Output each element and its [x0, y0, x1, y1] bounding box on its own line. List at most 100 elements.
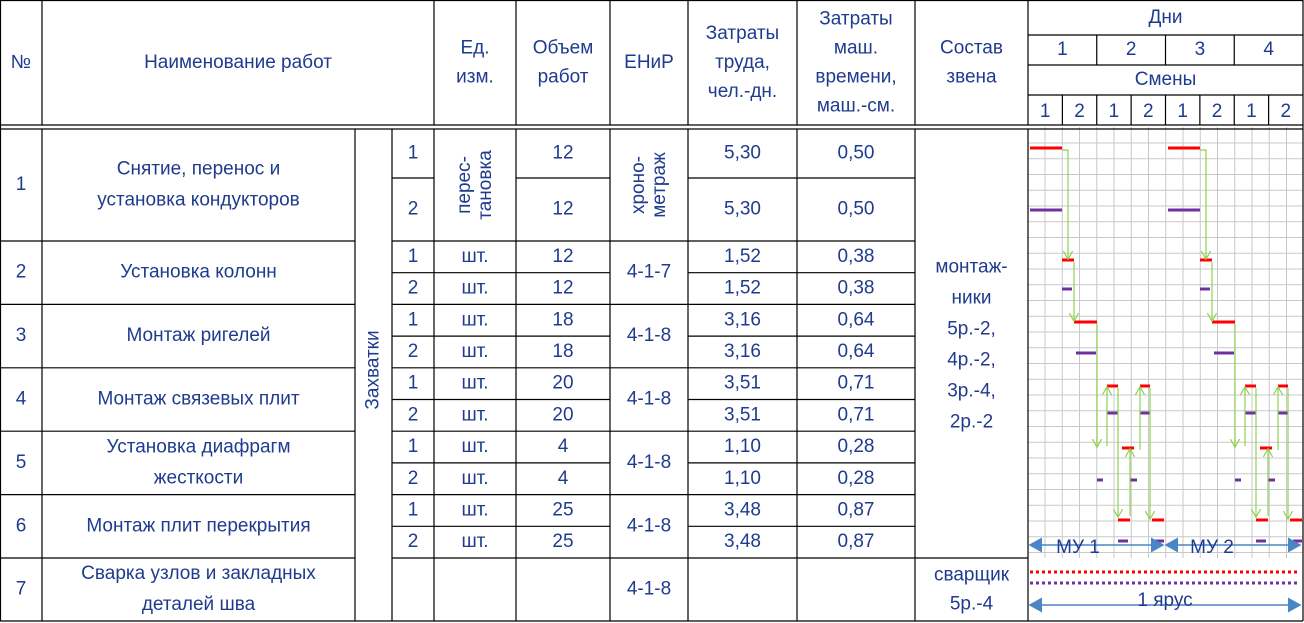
volume: 4	[558, 436, 569, 457]
grip-number: 1	[408, 436, 419, 457]
tier-label: 1 ярус	[1137, 590, 1192, 611]
machine-cost: 0,64	[838, 309, 875, 330]
unit-text: шт.	[461, 341, 488, 362]
labor-cost: 3,16	[724, 341, 761, 362]
volume: 18	[552, 309, 573, 330]
crew-text: сварщик	[934, 565, 1010, 586]
unit-text: шт.	[461, 309, 488, 330]
enir-text: 4-1-7	[627, 262, 671, 283]
header-text: чел.-дн.	[708, 81, 777, 102]
unit-text: перес-	[454, 156, 475, 214]
work-name: Монтаж связевых плит	[97, 389, 299, 410]
header-text: работ	[538, 67, 589, 88]
schedule-grid	[1028, 127, 1303, 558]
grip-number: 2	[408, 531, 419, 552]
machine-cost: 0,87	[838, 499, 875, 520]
header-text: Наименование работ	[144, 52, 332, 73]
grip-number: 1	[408, 143, 419, 164]
work-number: 4	[16, 389, 27, 410]
grip-number: 1	[408, 246, 419, 267]
machine-cost: 0,28	[838, 436, 875, 457]
grip-number: 2	[408, 404, 419, 425]
header-text: маш.-см.	[817, 96, 895, 117]
enir-text: 4-1-8	[627, 452, 671, 473]
header-text: звена	[946, 67, 997, 88]
labor-cost: 1,52	[724, 278, 761, 299]
unit-text: шт.	[461, 468, 488, 489]
schedule-link	[1062, 149, 1068, 258]
grip-number: 2	[408, 199, 419, 220]
work-name: деталей шва	[142, 594, 256, 615]
labor-cost: 5,30	[724, 143, 761, 164]
volume: 20	[552, 373, 573, 394]
labor-cost: 1,10	[724, 436, 761, 457]
unit-text: тановка	[475, 150, 496, 220]
machine-cost: 0,28	[838, 468, 875, 489]
volume: 12	[552, 278, 573, 299]
unit-text: шт.	[461, 531, 488, 552]
work-name: Снятие, перенос и	[117, 159, 280, 180]
grip-number: 2	[408, 278, 419, 299]
volume: 18	[552, 341, 573, 362]
work-name: Сварка узлов и закладных	[81, 563, 316, 584]
header-text: Ед.	[460, 38, 489, 59]
grip-number: 1	[408, 309, 419, 330]
crew-text: 2р.-2	[950, 412, 993, 433]
labor-cost: 1,10	[724, 468, 761, 489]
header-text: маш.	[834, 38, 878, 59]
machine-cost: 0,71	[838, 373, 875, 394]
header-text: Затраты	[706, 23, 779, 44]
table-texts: № Наименование работ Ед. изм. Объем работ ЕНиР…	[11, 7, 1291, 615]
grip-number: 1	[408, 373, 419, 394]
work-number: 1	[16, 174, 27, 195]
day-number: 2	[1126, 39, 1137, 60]
header-text: Затраты	[819, 9, 892, 30]
enir-text: 4-1-8	[627, 325, 671, 346]
machine-cost: 0,38	[838, 246, 875, 267]
grip-number: 2	[408, 341, 419, 362]
labor-cost: 3,51	[724, 373, 761, 394]
volume: 25	[552, 499, 573, 520]
header-text: труда,	[715, 52, 770, 73]
work-name: Установка колонн	[120, 262, 277, 283]
shift-number: 2	[1074, 101, 1085, 122]
crew-text: 3р.-4,	[947, 381, 996, 402]
volume: 12	[552, 143, 573, 164]
shift-number: 2	[1143, 101, 1154, 122]
volume: 25	[552, 531, 573, 552]
machine-cost: 0,50	[838, 199, 875, 220]
crew-text: 5р.-2,	[947, 319, 996, 340]
unit-text: шт.	[461, 499, 488, 520]
unit-text: шт.	[461, 436, 488, 457]
work-number: 7	[16, 579, 27, 600]
day-number: 1	[1057, 39, 1068, 60]
day-number: 4	[1263, 39, 1274, 60]
header-text: Объем	[533, 38, 594, 59]
crew-text: 5р.-4	[950, 594, 994, 615]
work-number: 6	[16, 515, 27, 536]
labor-cost: 3,48	[724, 499, 761, 520]
machine-cost: 0,38	[838, 278, 875, 299]
enir-text: хроно-	[628, 156, 649, 214]
machine-cost: 0,87	[838, 531, 875, 552]
grip-number: 2	[408, 468, 419, 489]
mu-label: МУ 1	[1056, 537, 1100, 558]
shift-number: 1	[1177, 101, 1188, 122]
work-name: установка кондукторов	[97, 190, 300, 211]
machine-cost: 0,64	[838, 341, 875, 362]
schedule-link	[1200, 149, 1206, 258]
crew-text: монтаж-	[935, 257, 1007, 278]
work-number: 5	[16, 452, 27, 473]
shift-number: 1	[1040, 101, 1051, 122]
labor-cost: 1,52	[724, 246, 761, 267]
machine-cost: 0,71	[838, 404, 875, 425]
shift-number: 1	[1246, 101, 1257, 122]
header-text: времени,	[815, 67, 896, 88]
header-text: Дни	[1149, 7, 1183, 28]
labor-cost: 3,16	[724, 309, 761, 330]
header-text: №	[11, 52, 31, 73]
unit-text: шт.	[461, 278, 488, 299]
